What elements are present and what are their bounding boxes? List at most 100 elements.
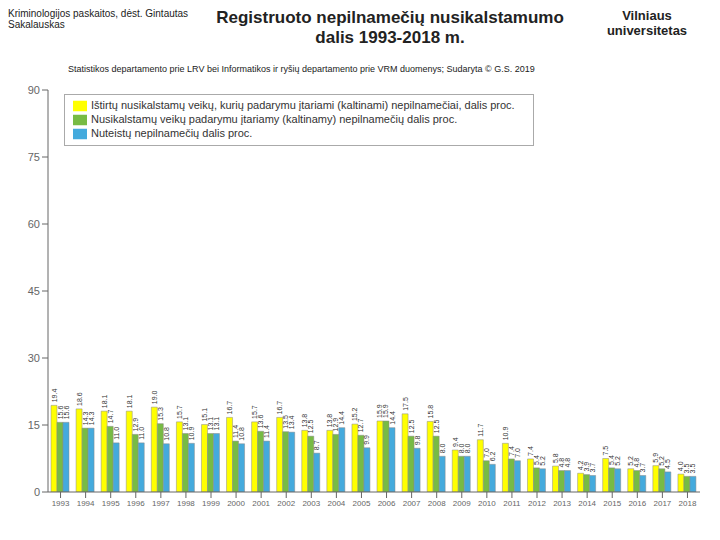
svg-text:14.4: 14.4 bbox=[338, 411, 345, 425]
html-text:Vilniaus universitetas: Vilniaus universitetas bbox=[606, 8, 688, 38]
svg-text:11.7: 11.7 bbox=[477, 424, 484, 437]
svg-text:2005: 2005 bbox=[353, 499, 371, 508]
svg-text:12.7: 12.7 bbox=[357, 419, 364, 433]
svg-text:10.8: 10.8 bbox=[238, 427, 245, 441]
svg-text:2003: 2003 bbox=[302, 499, 320, 508]
svg-text:15.7: 15.7 bbox=[176, 405, 183, 419]
svg-text:10.9: 10.9 bbox=[502, 427, 509, 441]
svg-text:18.1: 18.1 bbox=[126, 394, 133, 408]
svg-text:15.3: 15.3 bbox=[157, 407, 164, 421]
svg-text:2004: 2004 bbox=[327, 499, 345, 508]
svg-text:1993: 1993 bbox=[52, 499, 70, 508]
svg-text:1994: 1994 bbox=[77, 499, 95, 508]
svg-text:13.8: 13.8 bbox=[326, 413, 334, 428]
svg-text:7.0: 7.0 bbox=[514, 448, 521, 458]
svg-text:15.6: 15.6 bbox=[56, 405, 64, 420]
svg-text:8.0: 8.0 bbox=[439, 443, 446, 453]
svg-text:45: 45 bbox=[28, 285, 40, 297]
svg-text:5.2: 5.2 bbox=[614, 456, 621, 466]
svg-text:5.2: 5.2 bbox=[627, 456, 635, 466]
svg-text:75: 75 bbox=[28, 151, 40, 163]
svg-text:8.7: 8.7 bbox=[313, 440, 320, 450]
html-text:Nusikalstamų veikų padarymu įt: Nusikalstamų veikų padarymu įtariamy (ka… bbox=[91, 113, 458, 126]
svg-text:2013: 2013 bbox=[553, 499, 571, 508]
html-text:Ištirtų nusikalstamų veikų, ku: Ištirtų nusikalstamų veikų, kurių padary… bbox=[91, 99, 515, 111]
svg-text:14.3: 14.3 bbox=[88, 411, 95, 425]
svg-text:19.4: 19.4 bbox=[51, 389, 58, 403]
svg-text:2009: 2009 bbox=[453, 499, 471, 508]
svg-text:12.5: 12.5 bbox=[433, 419, 440, 433]
svg-text:18.6: 18.6 bbox=[76, 392, 83, 406]
svg-text:14.4: 14.4 bbox=[389, 411, 396, 425]
svg-text:11.0: 11.0 bbox=[113, 427, 120, 440]
svg-text:3.7: 3.7 bbox=[589, 463, 596, 473]
svg-text:16.7: 16.7 bbox=[226, 401, 233, 415]
svg-text:13.1: 13.1 bbox=[181, 416, 189, 431]
svg-text:4.2: 4.2 bbox=[577, 460, 585, 471]
svg-text:15.8: 15.8 bbox=[427, 405, 434, 419]
svg-text:15.9: 15.9 bbox=[376, 404, 384, 418]
svg-text:11.4: 11.4 bbox=[263, 425, 270, 438]
svg-text:8.0: 8.0 bbox=[464, 443, 471, 453]
svg-text:2008: 2008 bbox=[428, 499, 446, 508]
svg-text:15: 15 bbox=[28, 419, 40, 431]
svg-text:4.8: 4.8 bbox=[564, 458, 571, 468]
svg-text:5.9: 5.9 bbox=[652, 452, 660, 463]
svg-text:1995: 1995 bbox=[102, 499, 120, 508]
svg-text:1999: 1999 bbox=[202, 499, 220, 508]
svg-text:9.4: 9.4 bbox=[451, 437, 459, 447]
svg-text:2015: 2015 bbox=[603, 499, 621, 508]
svg-text:1996: 1996 bbox=[127, 499, 145, 508]
svg-text:5.2: 5.2 bbox=[539, 456, 546, 466]
svg-text:14.7: 14.7 bbox=[107, 410, 114, 424]
svg-text:1997: 1997 bbox=[152, 499, 170, 508]
html-text:Registruoto nepilnamečių nusik: Registruoto nepilnamečių nusikalstamumo … bbox=[216, 8, 564, 47]
svg-text:4.5: 4.5 bbox=[664, 459, 671, 469]
svg-text:16.7: 16.7 bbox=[276, 401, 283, 415]
svg-text:4.0: 4.0 bbox=[677, 461, 685, 472]
svg-text:7.5: 7.5 bbox=[602, 446, 609, 456]
svg-text:2016: 2016 bbox=[628, 499, 646, 508]
svg-text:19.0: 19.0 bbox=[151, 390, 158, 404]
svg-text:3.5: 3.5 bbox=[689, 464, 696, 474]
svg-text:15.2: 15.2 bbox=[351, 407, 359, 422]
html-text:Nuteistų nepilnamečių dalis pr: Nuteistų nepilnamečių dalis proc. bbox=[91, 127, 253, 140]
svg-text:2011: 2011 bbox=[503, 499, 521, 508]
svg-text:17.5: 17.5 bbox=[402, 397, 409, 411]
svg-text:13.8: 13.8 bbox=[301, 413, 309, 428]
svg-text:13.1: 13.1 bbox=[213, 417, 220, 431]
svg-text:30: 30 bbox=[28, 352, 40, 364]
svg-text:9.8: 9.8 bbox=[414, 435, 421, 445]
svg-text:2014: 2014 bbox=[578, 499, 596, 508]
svg-text:2007: 2007 bbox=[403, 499, 421, 508]
svg-text:2012: 2012 bbox=[528, 499, 546, 508]
svg-text:2000: 2000 bbox=[227, 499, 245, 508]
svg-text:6.2: 6.2 bbox=[489, 451, 496, 461]
svg-text:10.8: 10.8 bbox=[163, 427, 170, 441]
svg-text:1998: 1998 bbox=[177, 499, 195, 508]
svg-text:12.9: 12.9 bbox=[131, 417, 139, 432]
svg-text:10.9: 10.9 bbox=[188, 427, 195, 441]
svg-text:7.4: 7.4 bbox=[527, 446, 534, 456]
svg-text:13.4: 13.4 bbox=[288, 415, 295, 429]
svg-text:3.7: 3.7 bbox=[639, 463, 646, 473]
svg-text:15.6: 15.6 bbox=[63, 406, 70, 420]
html-text:Statistikos departamento prie: Statistikos departamento prie LRV bei In… bbox=[68, 64, 535, 74]
svg-text:18.1: 18.1 bbox=[101, 394, 108, 408]
svg-text:2018: 2018 bbox=[679, 499, 697, 508]
svg-text:60: 60 bbox=[28, 218, 40, 230]
svg-text:14.3: 14.3 bbox=[81, 411, 89, 426]
svg-text:2001: 2001 bbox=[252, 499, 270, 508]
svg-text:2017: 2017 bbox=[653, 499, 671, 508]
svg-text:11.0: 11.0 bbox=[138, 427, 145, 440]
html-text:Kriminologijos paskaitos, dėst: Kriminologijos paskaitos, dėst. Gintauta… bbox=[8, 8, 189, 30]
svg-text:0: 0 bbox=[34, 486, 40, 498]
svg-text:90: 90 bbox=[28, 84, 40, 96]
svg-text:2006: 2006 bbox=[378, 499, 396, 508]
svg-text:2002: 2002 bbox=[277, 499, 295, 508]
svg-text:9.9: 9.9 bbox=[363, 435, 370, 445]
svg-text:15.7: 15.7 bbox=[251, 405, 259, 419]
svg-text:12.5: 12.5 bbox=[307, 419, 314, 433]
svg-text:12.5: 12.5 bbox=[408, 419, 415, 433]
svg-text:2010: 2010 bbox=[478, 499, 496, 508]
